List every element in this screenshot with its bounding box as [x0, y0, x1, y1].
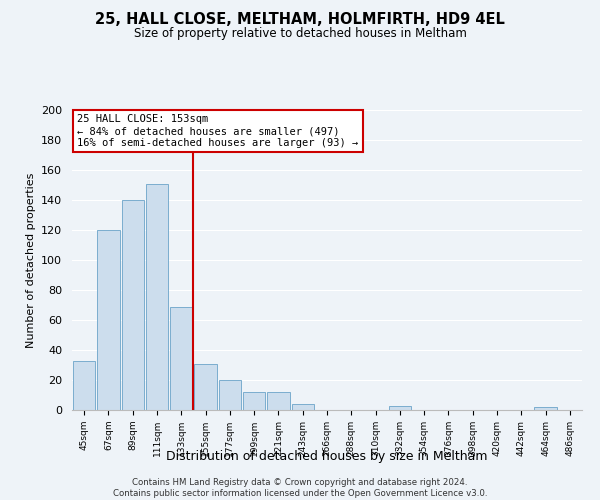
Y-axis label: Number of detached properties: Number of detached properties	[26, 172, 35, 348]
Bar	[218, 380, 241, 410]
Bar	[122, 200, 144, 410]
Text: 25 HALL CLOSE: 153sqm
← 84% of detached houses are smaller (497)
16% of semi-det: 25 HALL CLOSE: 153sqm ← 84% of detached …	[77, 114, 358, 148]
Bar	[97, 230, 119, 410]
Bar	[243, 392, 265, 410]
Bar	[146, 184, 168, 410]
Text: Size of property relative to detached houses in Meltham: Size of property relative to detached ho…	[134, 28, 466, 40]
Bar	[170, 306, 193, 410]
Bar	[535, 407, 557, 410]
Bar	[267, 392, 290, 410]
Bar	[292, 404, 314, 410]
Text: Contains HM Land Registry data © Crown copyright and database right 2024.
Contai: Contains HM Land Registry data © Crown c…	[113, 478, 487, 498]
Bar	[389, 406, 411, 410]
Text: 25, HALL CLOSE, MELTHAM, HOLMFIRTH, HD9 4EL: 25, HALL CLOSE, MELTHAM, HOLMFIRTH, HD9 …	[95, 12, 505, 28]
Bar	[194, 364, 217, 410]
Bar	[73, 360, 95, 410]
Text: Distribution of detached houses by size in Meltham: Distribution of detached houses by size …	[166, 450, 488, 463]
